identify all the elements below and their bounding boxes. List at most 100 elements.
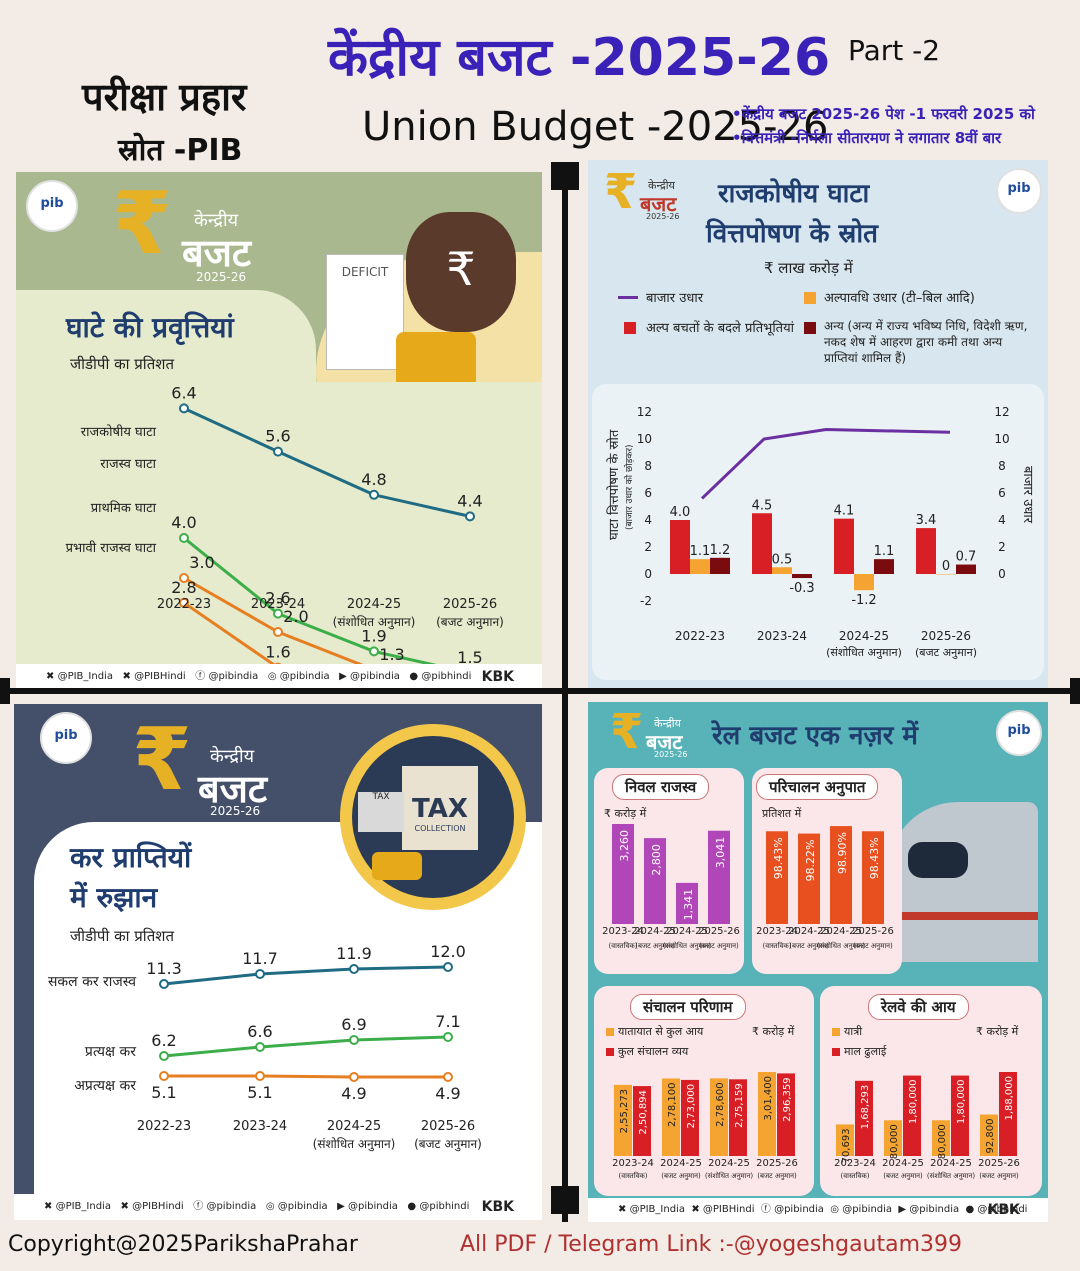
- y2-tick-label: 4: [998, 513, 1006, 527]
- x-tick-note: (संशोधित अनुमान): [705, 1171, 753, 1180]
- bar: [874, 559, 894, 574]
- footer-x-icon: ✖: [691, 1204, 700, 1215]
- pib-logo-icon: pib: [996, 168, 1042, 214]
- footer-handle[interactable]: @pibindia: [348, 1201, 398, 1212]
- data-point: [349, 964, 359, 974]
- x-tick-label: 2025-26: [978, 1158, 1020, 1169]
- data-label: 1.6: [265, 643, 290, 662]
- data-point: [159, 1051, 169, 1061]
- bar: [834, 518, 854, 574]
- x-tick-label: 2024-25: [930, 1158, 972, 1169]
- footer-handle[interactable]: @pibindia: [206, 1201, 257, 1212]
- footer-handle[interactable]: @pibhindi: [977, 1204, 1028, 1215]
- bar-value-label: 98.43%: [772, 837, 785, 879]
- data-point: [179, 573, 189, 583]
- bar-value-label: 98.43%: [868, 837, 881, 879]
- bar: [662, 1078, 680, 1156]
- footer-handle[interactable]: @pibhindi: [419, 1201, 470, 1212]
- footer-handle[interactable]: @pibhindi: [421, 671, 472, 682]
- x-tick-note: (बजट अनुमान): [915, 646, 977, 659]
- bar: [862, 831, 884, 924]
- x-tick-note: (वास्तविक): [763, 941, 792, 950]
- bar-value-label: 4.1: [834, 504, 855, 519]
- bar-value-label: 3,01,400: [763, 1076, 774, 1121]
- bar-value-label: -0.3: [789, 581, 814, 596]
- footer-handle[interactable]: @pibindia: [279, 671, 330, 682]
- footer-handle[interactable]: @PIB_India: [57, 671, 113, 682]
- operating-ratio-title: परिचालन अनुपात: [756, 774, 879, 800]
- pib-logo-icon: pib: [996, 710, 1042, 756]
- data-label: 1.5: [457, 648, 482, 664]
- x-tick-label: 2025-26: [698, 926, 740, 937]
- bar: [777, 1073, 795, 1156]
- bar-value-label: 0.7: [956, 550, 977, 565]
- bar: [676, 882, 698, 924]
- market-borrowing-line: [700, 428, 951, 500]
- footer-handle[interactable]: @pibindia: [774, 1204, 824, 1215]
- x-tick-label: 2022-23: [137, 1119, 191, 1134]
- x-tick-label: 2024-25: [882, 1158, 924, 1169]
- data-point: [255, 1042, 265, 1052]
- bar-value-label: 98.90%: [836, 832, 849, 874]
- x-tick-note: (संशोधित अनुमान): [817, 941, 865, 950]
- data-point: [179, 597, 189, 608]
- data-point: [443, 1032, 453, 1042]
- bar-value-label: 1,68,293: [860, 1085, 871, 1130]
- operating-results-unit: ₹ करोड़ में: [752, 1025, 795, 1038]
- data-label: 4.4: [457, 491, 482, 510]
- footer-handle[interactable]: @PIBHindi: [134, 671, 186, 682]
- telegram-link[interactable]: All PDF / Telegram Link :-@yogeshgautam3…: [460, 1232, 963, 1257]
- pib-logo-icon: pib: [26, 180, 78, 232]
- legend-expense-swatch: [606, 1048, 614, 1056]
- bar: [690, 559, 710, 574]
- footer-instagram-icon: ◎: [265, 1201, 275, 1212]
- series-name-label: राजकोषीय घाटा: [81, 424, 157, 440]
- bar-value-label: 1,88,000: [1004, 1076, 1015, 1121]
- x-tick-note: (बजट अनुमान): [699, 942, 739, 950]
- footer-handle[interactable]: @pibindia: [909, 1204, 960, 1215]
- legend-red-swatch: [624, 322, 636, 334]
- footer-handle[interactable]: @pibindia: [277, 1201, 328, 1212]
- series-name-label: प्रभावी राजस्व घाटा: [66, 540, 157, 556]
- bar: [792, 574, 812, 579]
- bar: [932, 1120, 950, 1156]
- railway-income-unit: ₹ करोड़ में: [976, 1025, 1019, 1038]
- train-window-icon: [908, 842, 968, 878]
- series-line-1: [163, 1035, 449, 1058]
- budget-badge-line2: बजट: [646, 730, 683, 754]
- footer-handle[interactable]: @PIB_India: [629, 1204, 685, 1215]
- footer-kbk: KBK: [987, 1202, 1020, 1218]
- x-tick-note: (बजट अनुमान): [436, 615, 504, 630]
- footer-handle[interactable]: @pibindia: [350, 671, 400, 682]
- legend-traffic-swatch: [606, 1028, 614, 1036]
- header-bullet-minister: •वित्तमंत्री -निर्मला सीतारमण ने लगातार …: [732, 129, 1002, 147]
- y2-tick-label: 0: [998, 567, 1006, 581]
- money-bag-icon: ₹: [406, 212, 516, 332]
- footer-handle[interactable]: @pibindia: [842, 1204, 893, 1215]
- operating-ratio-unit: प्रतिशत में: [762, 807, 802, 820]
- series-name-label: अप्रत्यक्ष कर: [74, 1078, 136, 1094]
- footer-handle[interactable]: @PIBHindi: [132, 1201, 184, 1212]
- part-label: Part -2: [848, 34, 941, 67]
- footer-handle[interactable]: @pibindia: [208, 671, 259, 682]
- x-tick-label: 2023-24: [834, 1158, 876, 1169]
- bar: [670, 520, 690, 574]
- data-label: 11.7: [242, 949, 278, 968]
- bar-value-label: 98.22%: [804, 840, 817, 882]
- series-line-2: [183, 576, 364, 664]
- chart-title-line1: राजकोषीय घाटा: [718, 179, 870, 209]
- data-label: 1.3: [379, 645, 404, 664]
- footer-handle[interactable]: @PIB_India: [55, 1201, 111, 1212]
- bar-value-label: 4.0: [670, 505, 691, 520]
- pib-logo-icon: pib: [40, 712, 92, 764]
- data-label: 1.9: [361, 626, 386, 645]
- legend-small-savings-label: अल्प बचतों के बदले प्रतिभूतियां: [646, 321, 794, 336]
- footer-handle[interactable]: @PIBHindi: [702, 1204, 755, 1215]
- bar: [681, 1079, 699, 1156]
- coin-stack-icon: [372, 852, 422, 880]
- series-name-label: सकल कर राजस्व: [48, 974, 136, 990]
- budget-badge-line1: केन्द्रीय: [648, 179, 675, 192]
- x-tick-label: 2023-24: [233, 1119, 287, 1134]
- x-tick-note: (वास्तविक): [609, 941, 638, 950]
- data-label: 2.6: [265, 589, 290, 608]
